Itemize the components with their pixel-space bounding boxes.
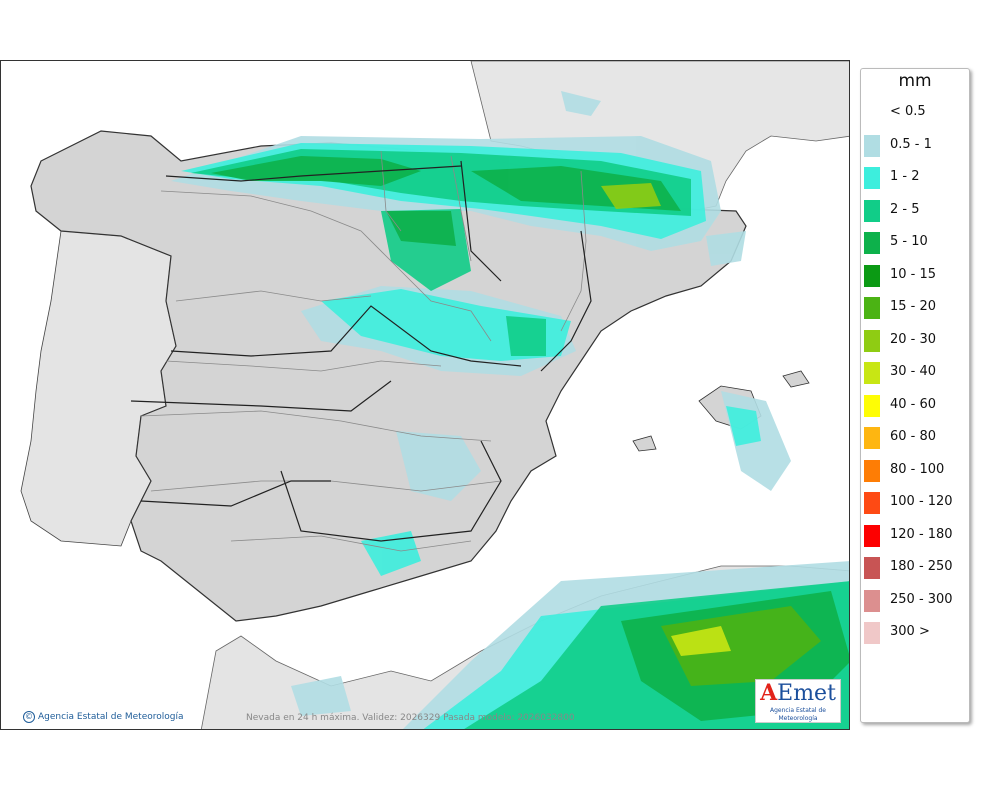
legend-item: 250 - 300 — [861, 583, 969, 615]
legend-swatch — [864, 134, 880, 157]
legend-swatch — [864, 362, 880, 384]
legend-label: 1 - 2 — [890, 169, 920, 184]
legend-item: 80 - 100 — [861, 453, 969, 485]
legend-label: 250 - 300 — [890, 591, 953, 607]
legend-panel: mm < 0.5 0.5 - 1 1 - 2 2 - 5 5 - 10 10 - 15 15… — [860, 68, 970, 723]
legend-item: 40 - 60 — [861, 388, 969, 420]
aemet-logo: AEmet Agencia Estatal de Meteorología — [755, 679, 841, 723]
legend-label: 0.5 - 1 — [890, 136, 932, 152]
community-borders — [130, 160, 592, 542]
legend-item: 100 - 120 — [861, 485, 969, 517]
map-canvas — [1, 61, 849, 729]
legend-swatch — [864, 232, 880, 254]
legend-label: 20 - 30 — [890, 331, 937, 347]
legend-label: 300 > — [890, 624, 930, 639]
credit-label: Agencia Estatal de Meteorología — [38, 712, 184, 722]
model-validity-text: Nevada en 24 h máxima. Validez: 2026329 … — [246, 713, 575, 723]
snow-zone-30-40 — [671, 626, 731, 656]
menorca-island — [782, 370, 810, 388]
legend-label: 100 - 120 — [890, 494, 953, 509]
legend-swatch — [864, 622, 880, 644]
legend-swatch — [864, 459, 880, 482]
legend-swatch — [864, 589, 880, 612]
map-panel: © Agencia Estatal de Meteorología Nevada … — [0, 60, 850, 730]
legend-label: < 0.5 — [890, 104, 926, 119]
snow-zone-20-30 — [601, 183, 661, 209]
snow-zone-15-20 — [661, 606, 821, 686]
legend-item: 5 - 10 — [861, 225, 969, 257]
legend-swatch — [864, 557, 880, 579]
credit-text: © Agencia Estatal de Meteorología — [23, 711, 184, 723]
legend-label: 30 - 40 — [890, 364, 937, 379]
legend-item: 10 - 15 — [861, 258, 969, 290]
legend-label: 80 - 100 — [890, 461, 945, 477]
legend-swatch — [864, 492, 880, 514]
legend-swatch — [864, 427, 880, 449]
ibiza-island — [632, 435, 657, 452]
legend-label: 10 - 15 — [890, 266, 937, 282]
copyright-icon: © — [23, 711, 35, 723]
legend-item: 60 - 80 — [861, 420, 969, 452]
legend-swatch — [864, 297, 880, 319]
legend-label: 5 - 10 — [890, 234, 928, 249]
legend-item: 2 - 5 — [861, 193, 969, 225]
legend-item: 1 - 2 — [861, 160, 969, 192]
legend-swatch — [864, 329, 880, 352]
legend-item: 30 - 40 — [861, 355, 969, 387]
legend-item: 20 - 30 — [861, 323, 969, 355]
legend-label: 60 - 80 — [890, 429, 937, 444]
legend-item: < 0.5 — [861, 95, 969, 127]
legend-swatch — [864, 394, 880, 417]
legend-unit: mm — [898, 71, 932, 91]
legend-item: 120 - 180 — [861, 518, 969, 550]
legend-label: 40 - 60 — [890, 396, 937, 412]
legend-swatch — [864, 264, 880, 287]
legend-item: 300 > — [861, 615, 969, 647]
legend-swatch — [864, 199, 880, 222]
aemet-logo-subtitle: Agencia Estatal de Meteorología — [769, 707, 826, 722]
legend-item: 0.5 - 1 — [861, 128, 969, 160]
legend-swatch — [864, 167, 880, 189]
legend-swatch — [864, 524, 880, 547]
legend-item: 15 - 20 — [861, 290, 969, 322]
legend-label: 15 - 20 — [890, 299, 937, 314]
legend-label: 180 - 250 — [890, 559, 953, 574]
aemet-logo-mark: AEmet — [760, 680, 836, 706]
legend-label: 2 - 5 — [890, 201, 920, 217]
legend-item: 180 - 250 — [861, 550, 969, 582]
legend-label: 120 - 180 — [890, 526, 953, 542]
legend-swatch — [864, 102, 880, 124]
